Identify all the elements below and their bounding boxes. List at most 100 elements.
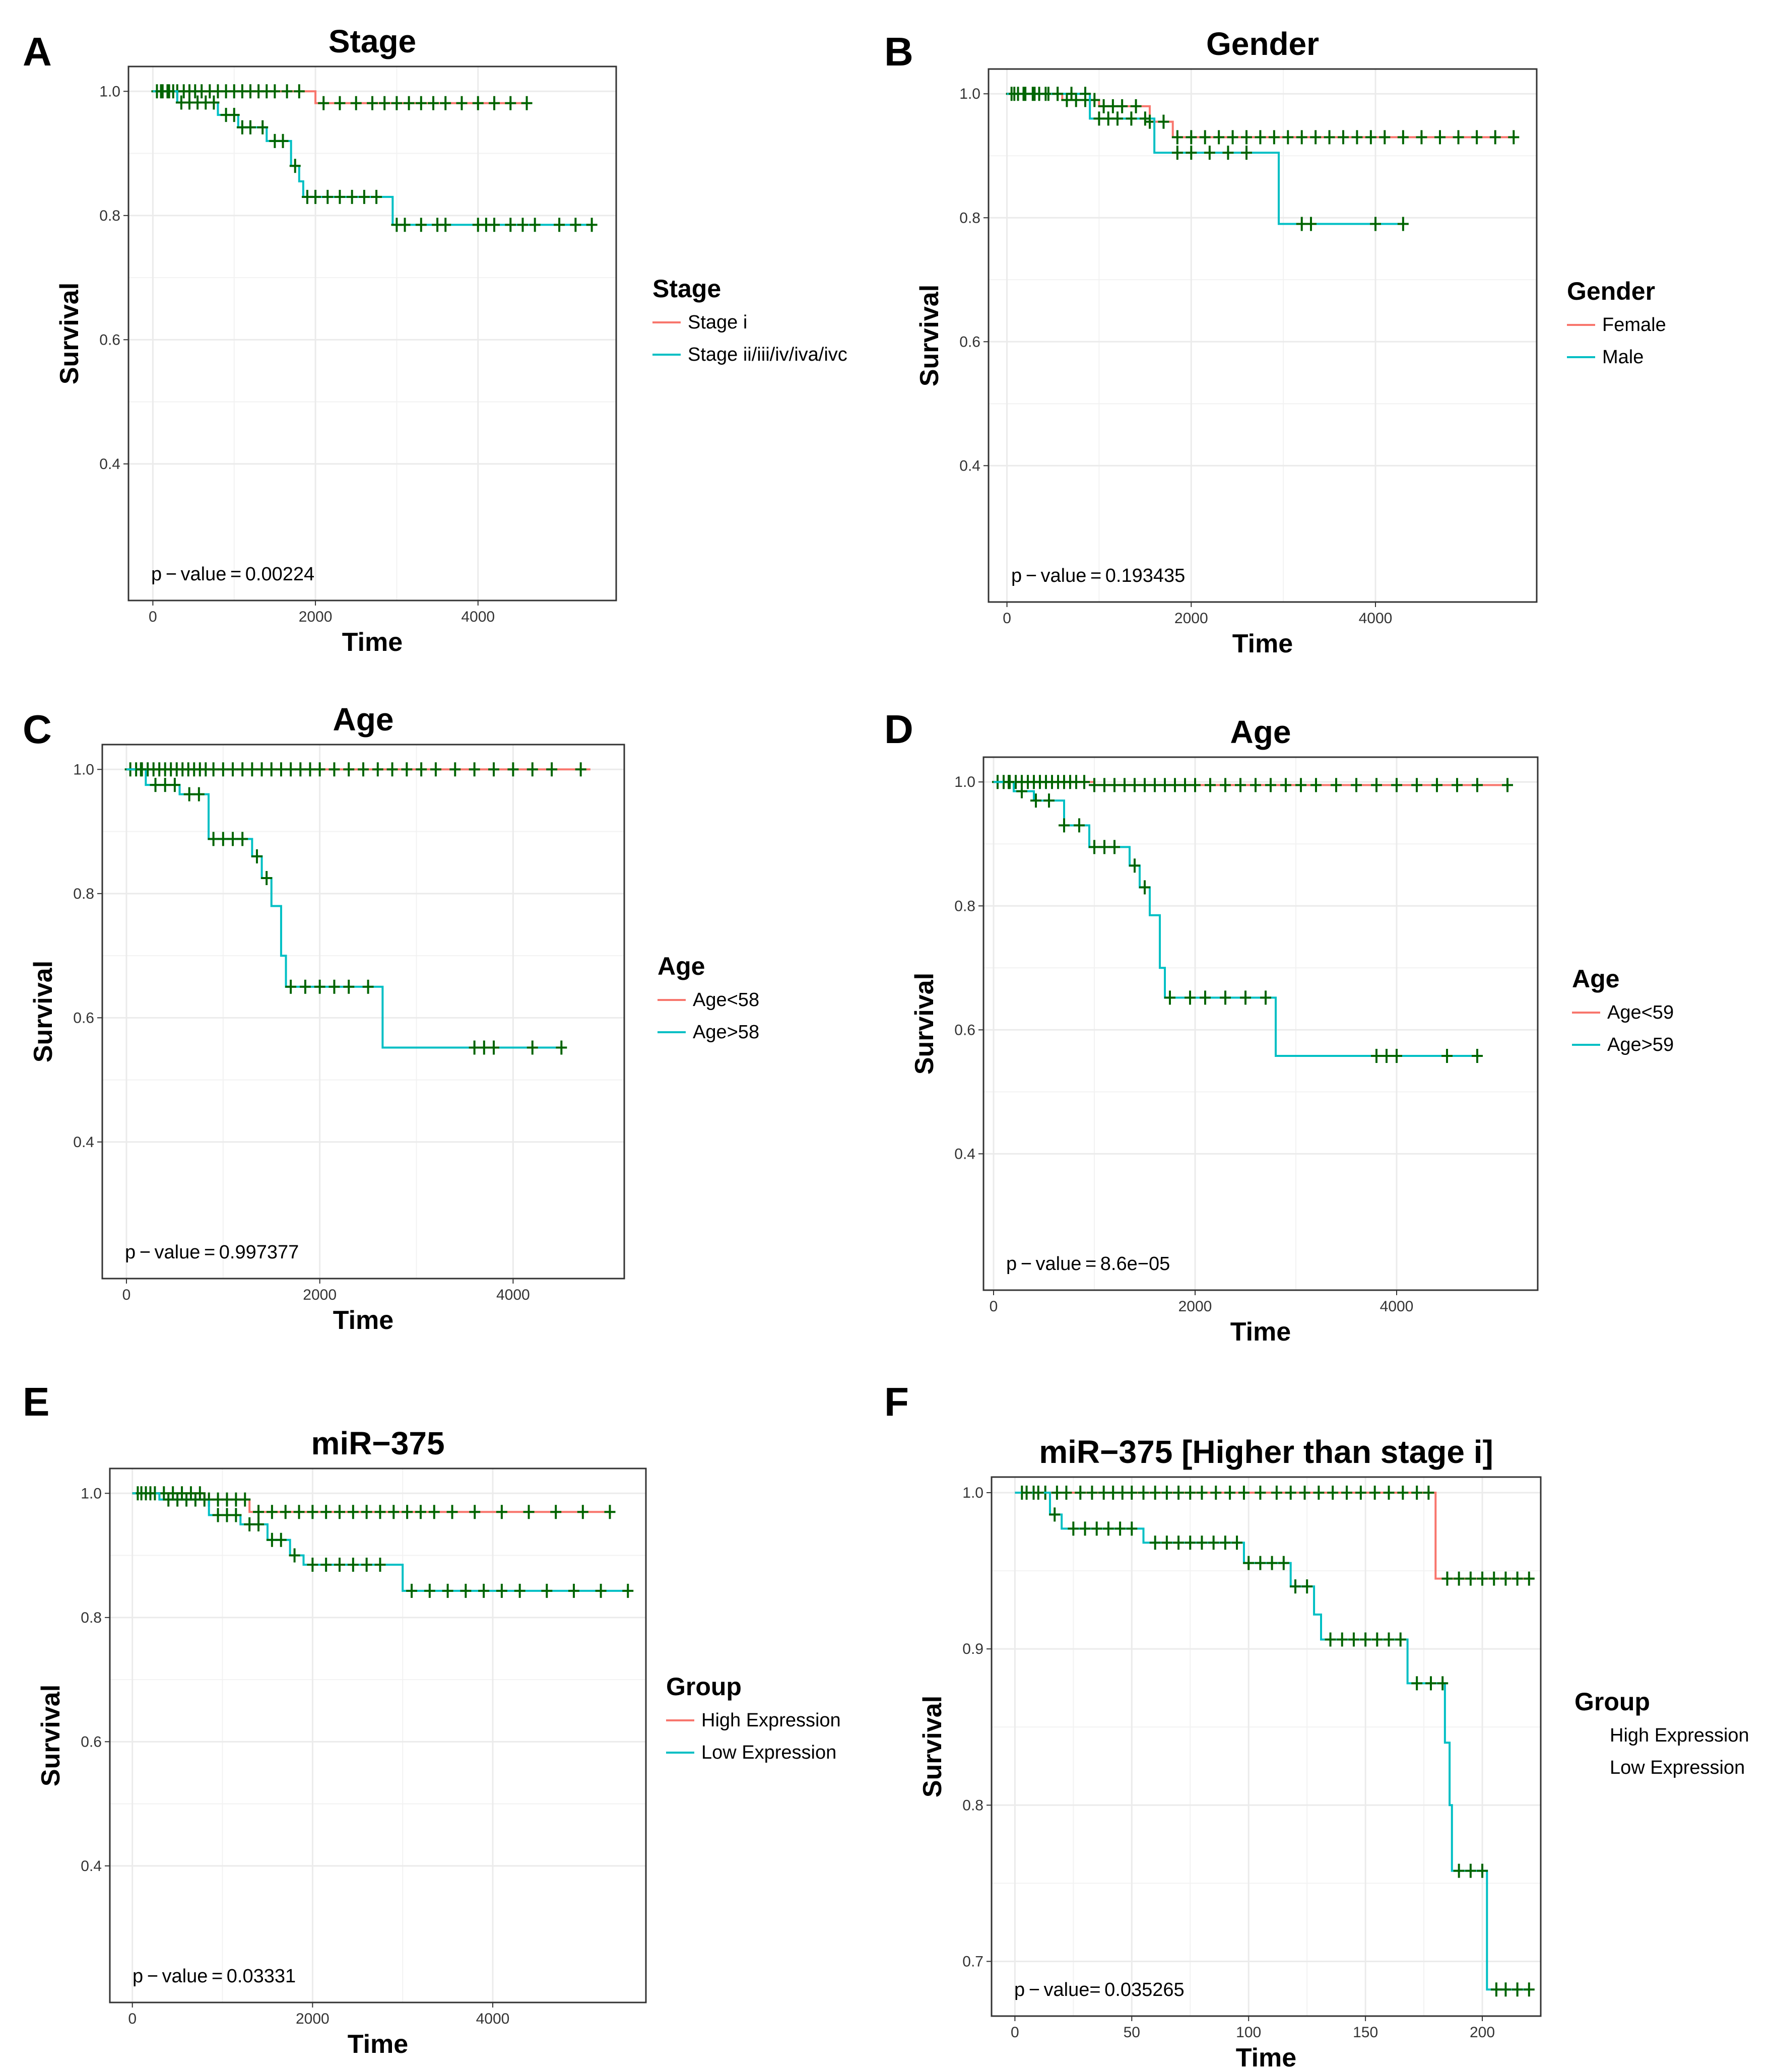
censor-mark	[430, 762, 441, 777]
censor-mark	[402, 1505, 413, 1519]
panel-letter: A	[23, 29, 52, 74]
censor-mark	[386, 762, 398, 777]
x-axis-label: Time	[1236, 2043, 1296, 2072]
censor-mark	[1313, 1486, 1325, 1500]
censor-mark	[1074, 818, 1085, 833]
censor-mark	[1138, 1486, 1149, 1500]
censor-mark	[1161, 1486, 1172, 1500]
censor-mark	[1425, 1676, 1436, 1691]
plot-border	[109, 1467, 647, 2003]
censor-mark	[1199, 130, 1211, 145]
x-tick-label: 0	[122, 1287, 131, 1303]
legend-title: Group	[666, 1673, 742, 1701]
censor-mark	[275, 1532, 287, 1547]
x-tick-label: 2000	[299, 609, 333, 625]
chart-title: Stage	[329, 23, 416, 59]
censor-mark	[546, 762, 558, 777]
y-tick-label: 0.8	[954, 898, 975, 914]
plot-area	[102, 745, 624, 1279]
x-tick-label: 0	[1011, 2024, 1019, 2041]
y-axis-label: Survival	[918, 1696, 947, 1797]
censor-mark	[334, 1505, 345, 1519]
censor-mark	[403, 96, 415, 110]
survival-curve-low	[1007, 93, 1403, 225]
censor-mark	[529, 218, 541, 232]
p-value-label: p − value = 0.193435	[1011, 565, 1185, 586]
censor-mark	[1222, 146, 1234, 160]
censor-mark	[1241, 146, 1252, 160]
chart-title: miR−375 [Higher than stage i]	[1039, 1434, 1493, 1470]
x-tick-label: 2000	[1178, 1298, 1212, 1315]
censor-mark	[460, 1583, 472, 1598]
censor-mark	[1158, 114, 1169, 129]
censor-mark	[1285, 1486, 1296, 1500]
plot-area	[983, 757, 1538, 1290]
y-tick-label: 0.6	[99, 331, 120, 348]
y-axis-label: Survival	[29, 961, 58, 1062]
y-tick-label: 1.0	[954, 774, 975, 790]
y-tick-label: 0.7	[962, 1953, 983, 1970]
censor-mark	[1268, 130, 1280, 145]
censor-mark	[285, 762, 297, 777]
censor-mark	[595, 1583, 607, 1598]
censor-mark	[1051, 1486, 1063, 1500]
censor-mark	[478, 1583, 490, 1598]
y-axis-label: Survival	[55, 283, 84, 384]
censor-mark	[1296, 130, 1307, 145]
x-tick-label: 100	[1236, 2024, 1261, 2041]
censor-mark	[307, 1505, 318, 1519]
censor-mark	[415, 96, 427, 110]
legend-title: Group	[1574, 1688, 1650, 1716]
censor-mark	[237, 832, 248, 846]
censor-mark	[289, 159, 301, 173]
censor-mark	[1488, 1571, 1500, 1586]
censor-mark	[1099, 840, 1110, 854]
censor-mark	[1117, 1486, 1128, 1500]
censor-mark	[514, 1583, 526, 1598]
censor-mark	[1255, 1486, 1266, 1500]
censor-mark	[208, 832, 219, 846]
censor-mark	[1185, 1535, 1196, 1550]
censor-mark	[322, 189, 334, 204]
censor-mark	[163, 84, 175, 99]
censor-mark	[304, 762, 316, 777]
censor-mark	[1169, 778, 1180, 792]
x-tick-label: 2000	[303, 1287, 337, 1303]
x-tick-label: 50	[1124, 2024, 1140, 2041]
censor-mark	[1079, 775, 1090, 789]
censor-mark	[424, 1583, 435, 1598]
censor-mark	[1018, 87, 1029, 101]
censor-mark	[1099, 778, 1110, 792]
censor-mark	[371, 189, 382, 204]
censor-mark	[442, 1583, 453, 1598]
censor-mark	[361, 1558, 372, 1572]
censor-mark	[1411, 1676, 1423, 1691]
censor-mark	[239, 1492, 251, 1507]
censor-mark	[1173, 1486, 1185, 1500]
legend-item-label: Female	[1602, 314, 1666, 336]
censor-mark	[1327, 1486, 1339, 1500]
censor-mark	[1171, 146, 1183, 160]
censor-mark	[1465, 1863, 1476, 1878]
censor-mark	[527, 762, 538, 777]
censor-mark	[1282, 130, 1294, 145]
censor-mark	[1260, 990, 1271, 1005]
censor-mark	[1040, 87, 1052, 101]
plot-area	[128, 66, 616, 600]
legend-title: Stage	[652, 275, 721, 303]
censor-mark	[1471, 130, 1483, 145]
plot-area	[992, 1477, 1541, 2016]
censor-mark	[399, 218, 411, 232]
censor-mark	[227, 762, 238, 777]
censor-mark	[1512, 1982, 1523, 1997]
censor-mark	[257, 120, 269, 135]
legend-item-label: Stage ii/iii/iv/iva/ivc	[688, 344, 847, 365]
censor-mark	[237, 762, 248, 777]
chart-title: Gender	[1206, 26, 1319, 62]
censor-mark	[1109, 778, 1120, 792]
censor-mark	[1305, 217, 1317, 231]
legend-item-label: Low Expression	[1610, 1757, 1745, 1778]
censor-mark	[374, 1558, 386, 1572]
censor-mark	[1453, 1863, 1465, 1878]
censor-mark	[1129, 858, 1140, 873]
